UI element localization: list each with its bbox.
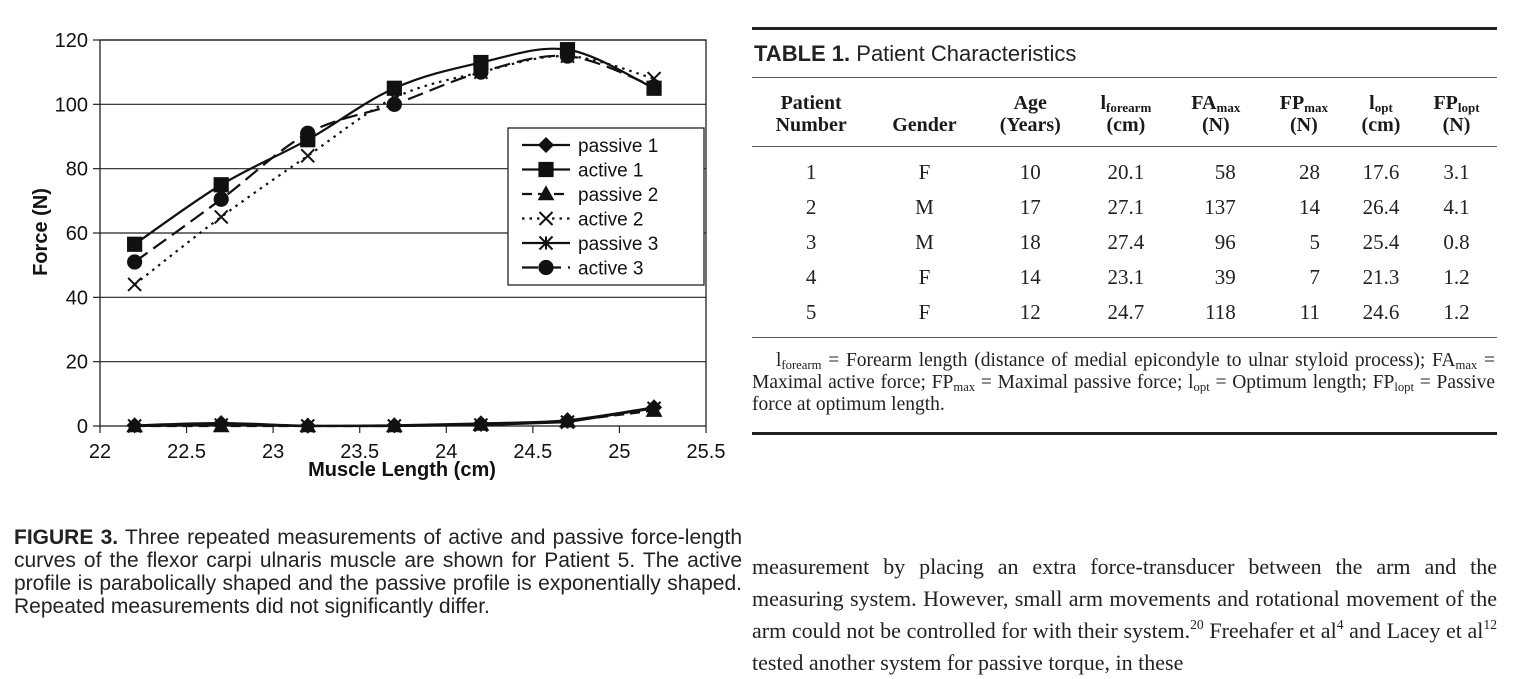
legend-triangle-marker [537,185,555,201]
chart-tick-labels: 0 20 40 60 80 100 120 22 22.5 23 23.5 24 24.5 25 25.5 [55,30,726,463]
col-patient-number: Patient Number [775,92,847,136]
circle-point [646,79,662,95]
y-tick-label: 20 [66,352,88,374]
star-point [646,401,662,416]
table-footnote: lforearm = Forearm length (distance of m… [752,350,1495,415]
circle-point [300,125,316,141]
table-footnote-rule [752,337,1497,338]
star-point [387,418,402,434]
circle-point [386,96,402,112]
y-tick-label: 60 [66,223,88,245]
y-tick-label: 100 [55,94,88,116]
x-tick-label: 23.5 [340,441,379,463]
x-tick-label: 24.5 [513,441,552,463]
table-grid: Patient Number Gender Age (Years) lforearm… [752,78,1497,337]
col-fplopt: FPlopt (N) [1433,92,1480,136]
col-famax: FAmax (N) [1191,92,1241,136]
x-tick-label: 22.5 [167,441,206,463]
x-tick-label: 23 [262,441,284,463]
x-point [300,148,315,164]
series-passive-3 [127,401,662,434]
legend-diamond-marker [537,136,555,154]
legend-label: passive 1 [578,136,658,157]
chart-series [126,42,663,434]
y-tick-label: 120 [55,30,88,52]
y-tick-label: 40 [66,287,88,309]
col-lopt: lopt (cm) [1361,92,1401,136]
legend-x-marker [538,211,554,226]
table-bottom-rule [752,432,1497,435]
star-point [300,418,315,434]
square-point [386,80,402,96]
legend-square-marker [538,161,554,178]
table-label: TABLE 1. [754,41,851,66]
figure-caption-text: Three repeated measurements of active an… [14,526,742,618]
star-point [213,417,229,433]
body-paragraph: measurement by placing an extra force-tr… [752,554,1498,675]
x-point [127,277,142,292]
square-point [127,236,143,252]
y-tick-label: 80 [66,159,88,181]
table-row: 5 F 12 24.7 118 11 24.6 1.2 [805,300,1470,324]
legend-label: passive 3 [578,234,658,255]
square-point [213,177,229,193]
legend-label: active 3 [578,259,643,280]
legend-circle-marker [538,259,554,276]
figure-caption: FIGURE 3. Three repeated measurements of… [14,526,742,618]
x-tick-label: 22 [89,441,111,463]
table-row: 1 F 10 20.1 58 28 17.6 3.1 [805,160,1470,184]
legend-star-marker [538,235,554,251]
col-fpmax: FPmax (N) [1279,92,1329,136]
table-row: 4 F 14 23.1 39 7 21.3 1.2 [805,265,1470,289]
x-tick-label: 24 [435,441,457,463]
x-tick-label: 25 [608,441,630,463]
series-active-3 [127,48,662,270]
legend-box [507,127,705,286]
legend-label: active 1 [578,161,643,182]
table-header-rule [752,77,1497,78]
figure-caption-label: FIGURE 3. [14,526,119,549]
star-point [127,418,142,434]
x-axis-label: Muscle Length (cm) [308,459,496,481]
legend-label: passive 2 [578,185,658,206]
y-tick-label: 0 [77,416,88,438]
table-row: 3 M 18 27.4 96 5 25.4 0.8 [805,230,1470,254]
star-point [560,414,575,430]
star-point [473,417,489,433]
patient-characteristics-table: TABLE 1. Patient Characteristics Patient… [752,27,1497,435]
chart-legend: passive 1 active 1 passive 2 active 2 passiv… [507,127,705,286]
circle-point [559,48,576,64]
x-point [213,209,229,225]
circle-point [473,64,489,80]
y-axis-label: Force (N) [30,188,52,276]
table-row: 2 M 17 27.1 137 14 26.4 4.1 [805,195,1470,219]
table-title: TABLE 1. Patient Characteristics [752,30,1497,77]
col-gender: Gender [892,114,957,136]
table-title-text: Patient Characteristics [850,41,1077,66]
legend-label: active 2 [578,210,643,231]
x-tick-label: 25.5 [687,441,726,463]
col-age: Age (Years) [999,92,1061,136]
circle-point [127,254,143,270]
table-top-rule [752,27,1497,30]
col-lforearm: lforearm (cm) [1100,92,1152,136]
circle-point [213,191,229,207]
